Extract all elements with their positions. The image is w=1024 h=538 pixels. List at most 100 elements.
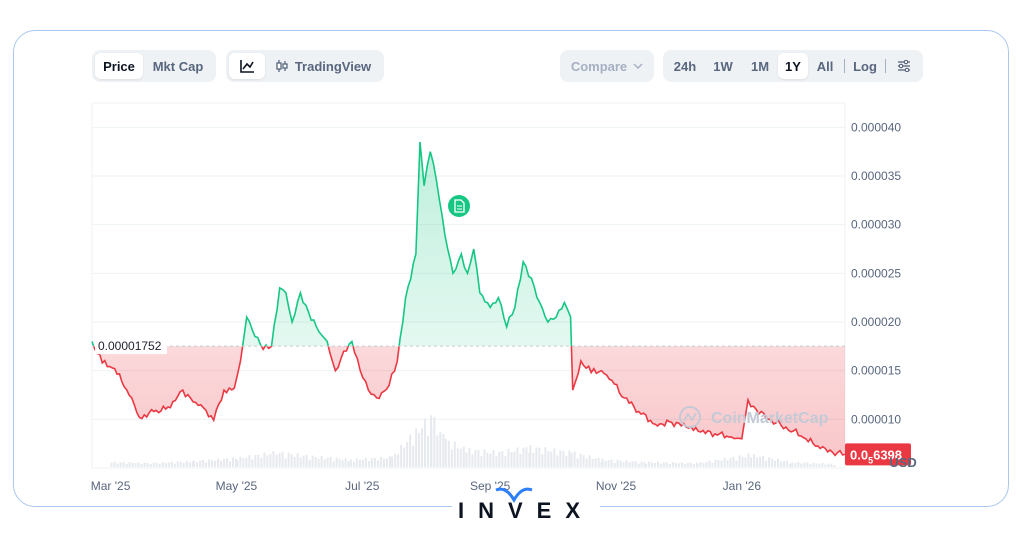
volume-bar: [323, 459, 326, 467]
volume-bar: [278, 453, 281, 467]
volume-bar: [266, 455, 269, 467]
volume-bar: [296, 453, 299, 467]
compare-dropdown[interactable]: Compare: [560, 50, 654, 82]
volume-bar: [388, 456, 391, 467]
volume-bar: [208, 459, 211, 467]
volume-bar: [257, 454, 260, 467]
volume-bar: [699, 462, 702, 467]
volume-bar: [783, 460, 786, 467]
volume-bar: [683, 463, 686, 467]
volume-bar: [477, 449, 480, 467]
volume-bar: [329, 457, 332, 467]
x-tick-label: Nov '25: [596, 479, 637, 493]
x-tick-label: Jul '25: [345, 479, 380, 493]
volume-bar: [774, 460, 777, 467]
brand-wing-icon: [495, 487, 533, 504]
volume-bar: [385, 458, 388, 467]
volume-bar: [352, 461, 355, 467]
volume-bar: [753, 453, 756, 467]
volume-bar: [152, 462, 155, 467]
volume-bar: [214, 460, 217, 467]
volume-bar: [513, 451, 516, 467]
volume-bar: [723, 457, 726, 467]
metric-toggle: Price Mkt Cap: [92, 50, 216, 82]
range-all[interactable]: All: [816, 58, 834, 74]
volume-bar: [308, 460, 311, 467]
volume-bar: [637, 463, 640, 467]
tradingview-label: TradingView: [294, 58, 372, 74]
volume-bar: [650, 462, 653, 467]
volume-bar: [110, 462, 113, 467]
volume-bar: [254, 454, 257, 467]
tradingview-button[interactable]: TradingView: [265, 53, 381, 79]
line-chart-button[interactable]: [229, 53, 265, 79]
volume-bar: [495, 455, 498, 467]
tab-price[interactable]: Price: [95, 53, 143, 79]
range-1y[interactable]: 1Y: [778, 53, 808, 79]
volume-bar: [803, 462, 806, 467]
volume-bar: [409, 434, 412, 467]
volume-bar: [338, 459, 341, 467]
range-24h[interactable]: 24h: [673, 58, 697, 74]
volume-bar: [522, 447, 525, 467]
chart-type-toggle: TradingView: [226, 50, 384, 82]
volume-bar: [287, 452, 290, 467]
volume-bar: [236, 460, 239, 467]
volume-bar: [538, 447, 541, 467]
volume-bars: [110, 415, 836, 467]
volume-bar: [797, 461, 800, 467]
volume-bar: [444, 438, 447, 467]
compare-label: Compare: [570, 58, 628, 74]
sliders-icon: [898, 60, 910, 72]
volume-bar: [628, 462, 631, 467]
volume-bar: [619, 460, 622, 467]
reference-value-label: 0.00001752: [98, 339, 162, 353]
volume-bar: [579, 453, 582, 467]
volume-bar: [474, 450, 477, 467]
volume-bar: [293, 456, 296, 467]
volume-bar: [468, 448, 471, 467]
volume-bar: [290, 454, 293, 467]
range-toggle: 24h 1W 1M 1Y All Log: [663, 50, 923, 82]
volume-bar: [762, 455, 765, 467]
volume-bar: [671, 462, 674, 467]
volume-bar: [815, 463, 818, 467]
range-1m[interactable]: 1M: [750, 58, 770, 74]
volume-bar: [686, 462, 689, 467]
volume-bar: [269, 454, 272, 467]
volume-bar: [335, 457, 338, 467]
volume-bar: [205, 462, 208, 467]
x-tick-label: May '25: [216, 479, 258, 493]
volume-bar: [535, 447, 538, 467]
volume-bar: [158, 463, 161, 467]
volume-bar: [122, 462, 125, 467]
line-chart-icon: [240, 60, 254, 73]
volume-bar: [211, 460, 214, 467]
y-tick-label: 0.000015: [851, 364, 901, 378]
tab-mkt-cap[interactable]: Mkt Cap: [152, 58, 204, 74]
volume-bar: [674, 463, 677, 467]
x-tick-label: Mar '25: [91, 479, 131, 493]
volume-bar: [220, 461, 223, 467]
volume-bar: [714, 459, 717, 467]
volume-bar: [786, 460, 789, 467]
volume-bar: [777, 458, 780, 467]
log-scale-toggle[interactable]: Log: [853, 58, 877, 74]
volume-bar: [616, 460, 619, 467]
volume-bar: [800, 463, 803, 467]
settings-button[interactable]: [888, 53, 920, 79]
volume-bar: [155, 462, 158, 467]
volume-bar: [400, 444, 403, 467]
watermark-text: CoinMarketCap: [711, 410, 829, 427]
volume-bar: [507, 449, 510, 467]
volume-bar: [588, 455, 591, 467]
volume-bar: [134, 463, 137, 467]
volume-bar: [625, 460, 628, 467]
volume-bar: [382, 458, 385, 467]
volume-bar: [361, 459, 364, 467]
volume-bar: [251, 459, 254, 467]
range-1w[interactable]: 1W: [713, 58, 733, 74]
y-tick-label: 0.000025: [851, 266, 901, 280]
volume-bar: [193, 460, 196, 467]
